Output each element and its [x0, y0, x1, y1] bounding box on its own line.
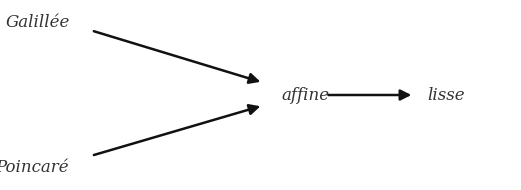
Text: Galillée: Galillée — [5, 14, 70, 31]
Text: Poincaré: Poincaré — [0, 159, 68, 176]
Text: lisse: lisse — [427, 86, 465, 104]
Text: affine: affine — [281, 86, 329, 104]
